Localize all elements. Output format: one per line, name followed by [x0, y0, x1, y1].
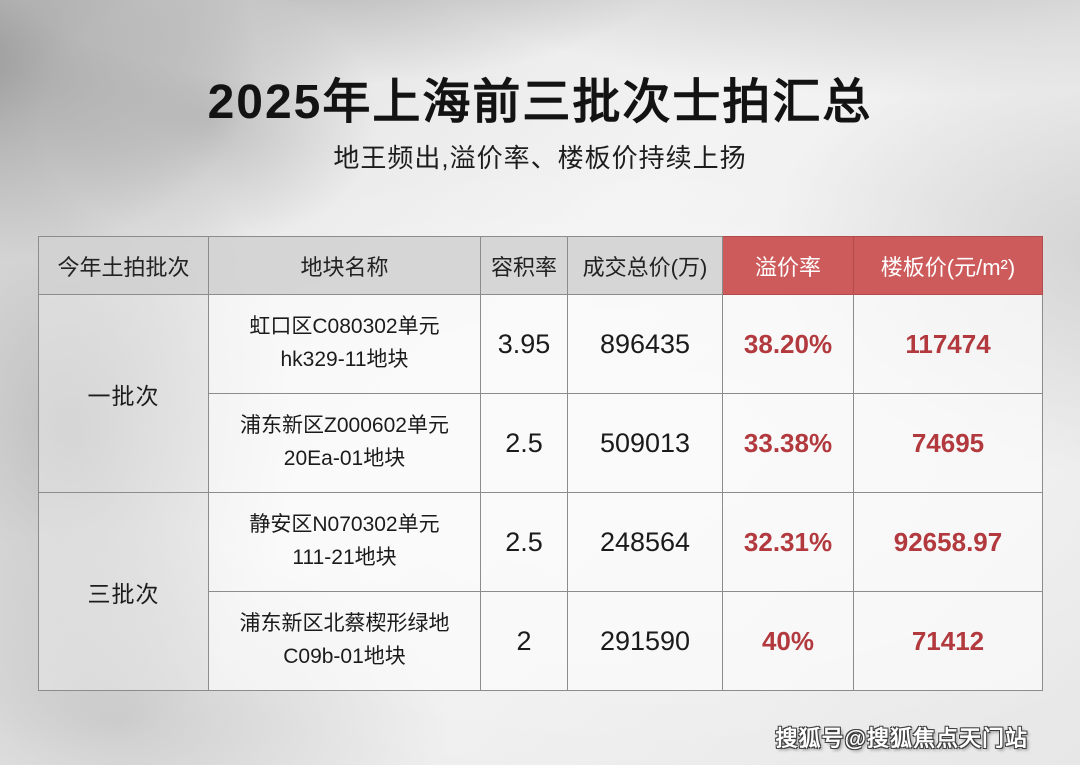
plot-name-line2: 111-21地块 [292, 546, 397, 569]
plot-name-line1: 虹口区C080302单元 [249, 315, 440, 339]
premium-rate-cell: 33.38% [722, 393, 854, 493]
floor-price-cell: 92658.97 [853, 492, 1043, 592]
col-header-batch: 今年土拍批次 [38, 236, 209, 295]
floor-price-cell: 71412 [853, 591, 1043, 691]
floor-area-ratio-cell: 2 [480, 591, 568, 691]
col-header-plot-name: 地块名称 [208, 236, 481, 295]
total-price-cell: 248564 [567, 492, 723, 592]
plot-name-cell: 浦东新区Z000602单元 20Ea-01地块 [208, 393, 481, 493]
table-row: 一批次 虹口区C080302单元 hk329-11地块 3.95 896435 … [38, 294, 1043, 493]
total-price-cell: 509013 [567, 393, 723, 493]
plot-name-line1: 静安区N070302单元 [249, 513, 440, 537]
page-subtitle: 地王频出,溢价率、楼板价持续上扬 [333, 143, 747, 173]
floor-price-cell: 117474 [853, 294, 1043, 394]
total-price-cell: 291590 [567, 591, 723, 691]
batch-cell-third: 三批次 [38, 492, 209, 691]
plot-name-cell: 虹口区C080302单元 hk329-11地块 [208, 294, 481, 394]
col-header-premium-rate: 溢价率 [722, 236, 854, 295]
watermark: 搜狐号@搜狐焦点天门站 [775, 726, 1028, 751]
premium-rate-cell: 40% [722, 591, 854, 691]
premium-rate-cell: 32.31% [722, 492, 854, 592]
land-auction-summary-table: 今年土拍批次 地块名称 容积率 成交总价(万) 溢价率 楼板价(元/m²) 一批… [38, 236, 1043, 691]
plot-name-cell: 浦东新区北蔡楔形绿地 C09b-01地块 [208, 591, 481, 691]
page-title: 2025年上海前三批次士拍汇总 [207, 76, 873, 129]
table-row: 浦东新区Z000602单元 20Ea-01地块 2.5 509013 33.38… [39, 393, 1043, 493]
plot-name-line2: C09b-01地块 [283, 645, 406, 668]
floor-area-ratio-cell: 2.5 [480, 492, 568, 592]
premium-rate-cell: 38.20% [722, 294, 854, 394]
table-row: 浦东新区北蔡楔形绿地 C09b-01地块 2 291590 40% 71412 [39, 591, 1043, 691]
col-header-floor-area-ratio: 容积率 [480, 236, 568, 295]
plot-name-line1: 浦东新区北蔡楔形绿地 [239, 612, 450, 636]
col-header-floor-price: 楼板价(元/m²) [853, 236, 1043, 295]
table-row: 三批次 静安区N070302单元 111-21地块 2.5 248564 32.… [38, 492, 1043, 691]
floor-area-ratio-cell: 2.5 [480, 393, 568, 493]
total-price-cell: 896435 [567, 294, 723, 394]
plot-name-line2: hk329-11地块 [280, 348, 409, 371]
batch-cell-first: 一批次 [38, 294, 209, 493]
table-header-row: 今年土拍批次 地块名称 容积率 成交总价(万) 溢价率 楼板价(元/m²) [38, 236, 1043, 295]
floor-price-cell: 74695 [853, 393, 1043, 493]
plot-name-cell: 静安区N070302单元 111-21地块 [208, 492, 481, 592]
col-header-total-price: 成交总价(万) [567, 236, 723, 295]
floor-area-ratio-cell: 3.95 [480, 294, 568, 394]
plot-name-line2: 20Ea-01地块 [283, 447, 406, 470]
plot-name-line1: 浦东新区Z000602单元 [240, 414, 449, 438]
